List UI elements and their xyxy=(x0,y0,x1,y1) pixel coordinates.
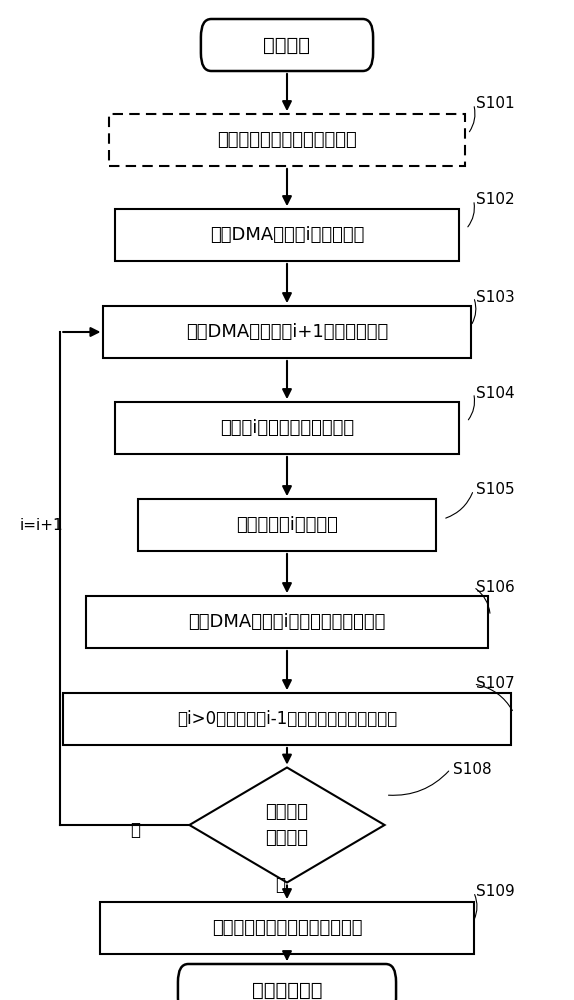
Bar xyxy=(103,306,471,358)
Text: S103: S103 xyxy=(476,290,515,304)
Text: 是否继续
取値计算: 是否继续 取値计算 xyxy=(266,804,308,846)
Bar xyxy=(63,693,511,745)
Text: 等待最后一次计算数据回写完成: 等待最后一次计算数据回写完成 xyxy=(212,919,362,937)
Text: 发起DMA回写第i次计算结果数据请求: 发起DMA回写第i次计算结果数据请求 xyxy=(188,613,386,631)
Bar xyxy=(138,499,436,551)
Bar xyxy=(109,114,465,166)
Text: S101: S101 xyxy=(476,97,515,111)
Text: S105: S105 xyxy=(476,483,515,497)
Text: 从核开始: 从核开始 xyxy=(263,35,311,54)
Text: S109: S109 xyxy=(476,884,515,900)
Text: 发起DMA读入第i次数据请求: 发起DMA读入第i次数据请求 xyxy=(210,226,364,244)
Text: S106: S106 xyxy=(476,580,515,594)
Bar xyxy=(115,402,459,454)
Bar xyxy=(115,209,459,261)
Text: 否: 否 xyxy=(275,876,285,894)
Text: 等待第i次数据读入加载完成: 等待第i次数据读入加载完成 xyxy=(220,419,354,437)
Text: S104: S104 xyxy=(476,385,515,400)
Text: S107: S107 xyxy=(476,676,515,692)
Text: 并行任务分配及从核任务绑定: 并行任务分配及从核任务绑定 xyxy=(217,131,357,149)
Text: S102: S102 xyxy=(476,192,515,208)
Bar xyxy=(86,596,488,648)
Bar xyxy=(100,902,474,954)
Text: 发起DMA读入第（i+1）次数据请求: 发起DMA读入第（i+1）次数据请求 xyxy=(186,323,388,341)
Text: 当i>0时等待第（i-1）计算结果数据回写完成: 当i>0时等待第（i-1）计算结果数据回写完成 xyxy=(177,710,397,728)
Text: S108: S108 xyxy=(453,762,492,776)
Text: 从核任务结束: 从核任务结束 xyxy=(252,980,322,1000)
Text: i=i+1: i=i+1 xyxy=(20,518,63,532)
Text: 是: 是 xyxy=(130,821,140,839)
Text: 从核计算第i次的数据: 从核计算第i次的数据 xyxy=(236,516,338,534)
